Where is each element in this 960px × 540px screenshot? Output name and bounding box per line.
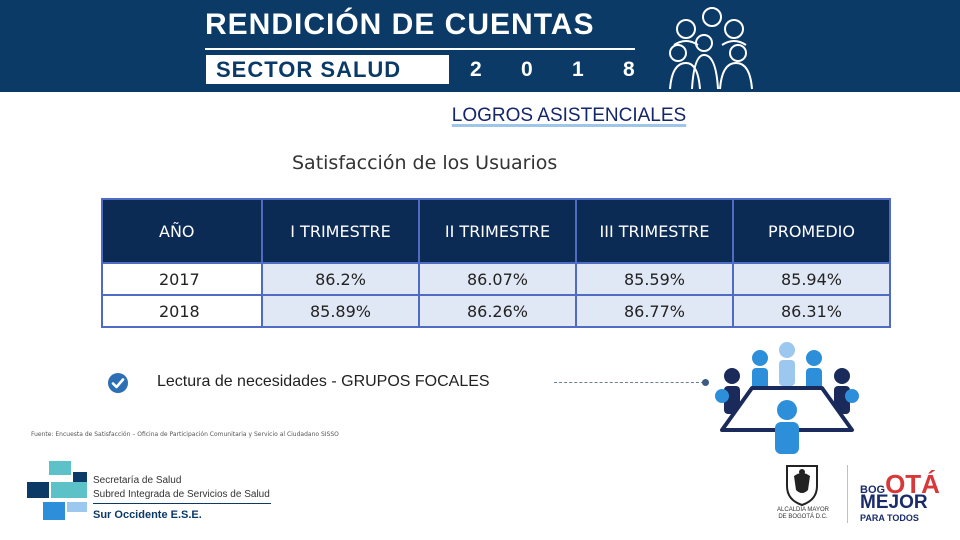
footer-divider (847, 465, 848, 523)
table-title: Satisfacción de los Usuarios (292, 152, 558, 174)
bogota-small: BOG (860, 484, 886, 496)
bogota-coat-of-arms-icon (786, 465, 818, 506)
focus-groups-label: Lectura de necesidades - GRUPOS FOCALES (157, 373, 490, 390)
year-digit: 2 (470, 58, 482, 81)
column-header: AÑO (101, 198, 263, 264)
column-header: PROMEDIO (732, 198, 891, 264)
subred-name: Subred Integrada de Servicios de Salud (93, 489, 270, 500)
subred-region: Sur Occidente E.S.E. (93, 509, 202, 521)
table-cell: 85.94% (732, 262, 891, 296)
bogota-logo-bottom: PARA TODOS (860, 513, 919, 523)
sds-name: Secretaría de Salud (93, 475, 182, 486)
year-digit: 1 (572, 58, 584, 81)
bogota-logo-top: BOGOTÁ (860, 469, 940, 500)
source-note: Fuente: Encuesta de Satisfacción – Ofici… (31, 431, 339, 438)
column-header: III TRIMESTRE (575, 198, 734, 264)
table-row: 2017 86.2% 86.07% 85.59% 85.94% (101, 262, 891, 296)
table-cell: 2018 (101, 294, 263, 328)
satisfaction-table: AÑO I TRIMESTRE II TRIMESTRE III TRIMEST… (101, 198, 891, 328)
banner-subtitle: SECTOR SALUD (206, 55, 449, 84)
footer-rule (93, 503, 271, 504)
table-cell: 86.2% (261, 262, 420, 296)
alcaldia-label: ALCALDÍA MAYOR DE BOGOTÁ D.C. (770, 507, 836, 521)
year-digit: 0 (521, 58, 533, 81)
year-digit: 8 (623, 58, 635, 81)
table-cell: 2017 (101, 262, 263, 296)
table-cell: 85.59% (575, 262, 734, 296)
check-circle-icon (108, 373, 128, 393)
connector-dot (702, 379, 709, 386)
meeting-table-icon (715, 342, 859, 454)
alcaldia-line: DE BOGOTÁ D.C. (778, 514, 828, 520)
table-cell: 85.89% (261, 294, 420, 328)
table-cell: 86.77% (575, 294, 734, 328)
column-header: II TRIMESTRE (418, 198, 577, 264)
table-cell: 86.26% (418, 294, 577, 328)
banner-divider (205, 48, 635, 50)
section-title: LOGROS ASISTENCIALES (451, 105, 687, 126)
banner-title: RENDICIÓN DE CUENTAS (205, 8, 595, 41)
table-cell: 86.31% (732, 294, 891, 328)
alcaldia-line: ALCALDÍA MAYOR (777, 507, 829, 513)
subred-logo-icon (27, 461, 87, 520)
connector-line (554, 382, 704, 383)
table-row: 2018 85.89% 86.26% 86.77% 86.31% (101, 294, 891, 328)
people-group-illustration-icon (669, 7, 753, 90)
table-cell: 86.07% (418, 262, 577, 296)
table-header-row: AÑO I TRIMESTRE II TRIMESTRE III TRIMEST… (101, 198, 891, 264)
bogota-big: OTÁ (885, 469, 940, 499)
column-header: I TRIMESTRE (261, 198, 420, 264)
bogota-logo-middle: MEJOR (860, 492, 928, 513)
